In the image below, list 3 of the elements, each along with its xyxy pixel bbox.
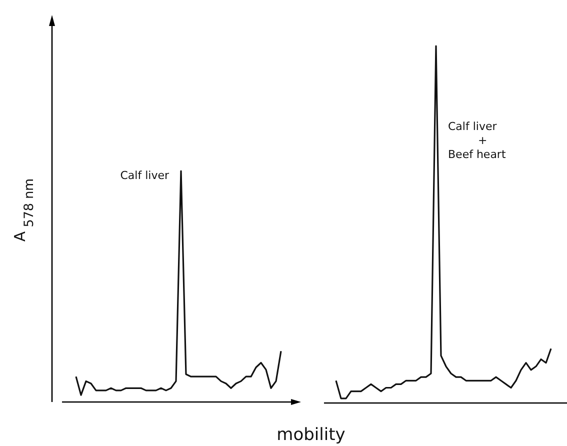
x-axis-title: mobility	[276, 425, 346, 445]
series-label: Calf liver	[120, 169, 170, 182]
series-label: Calf liver + Beef heart	[448, 120, 506, 161]
